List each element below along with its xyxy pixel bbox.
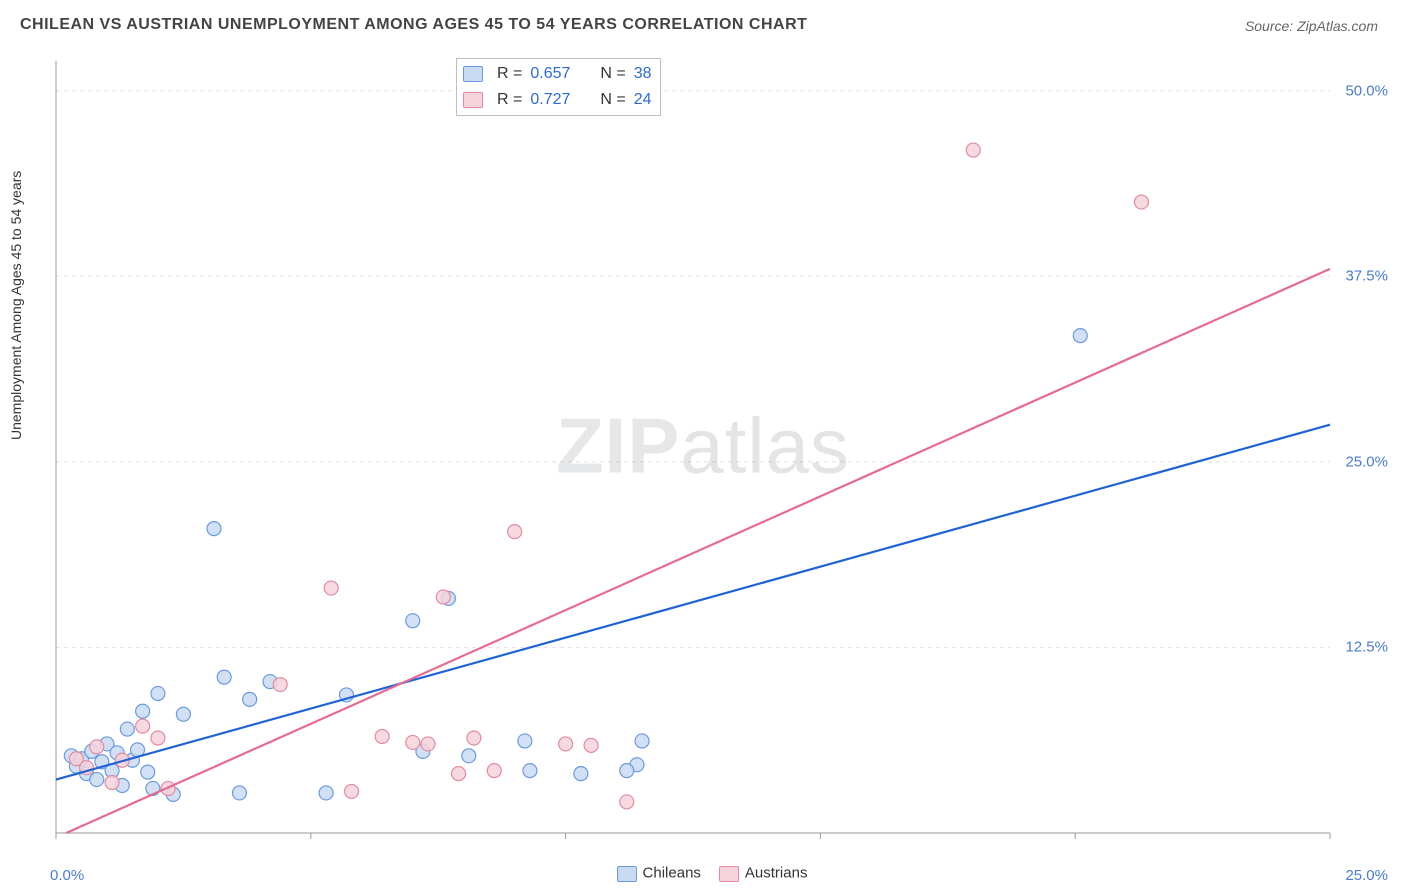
r-value: 0.727	[530, 87, 570, 113]
y-axis-label: Unemployment Among Ages 45 to 54 years	[8, 171, 24, 440]
chart-title: CHILEAN VS AUSTRIAN UNEMPLOYMENT AMONG A…	[20, 16, 807, 34]
source-prefix: Source:	[1245, 18, 1297, 34]
y-tick-label: 37.5%	[1345, 268, 1392, 285]
y-tick-label: 25.0%	[1345, 453, 1392, 470]
legend-swatch	[719, 866, 739, 882]
legend-swatch	[463, 66, 483, 82]
series-legend: Chileans Austrians	[0, 864, 1406, 882]
correlation-legend: R = 0.657 N = 38 R = 0.727 N = 24	[456, 58, 661, 116]
n-label: N =	[600, 87, 625, 113]
source-attribution: Source: ZipAtlas.com	[1245, 18, 1378, 34]
source-name: ZipAtlas.com	[1297, 18, 1378, 34]
y-tick-label: 50.0%	[1345, 82, 1392, 99]
r-label: R =	[497, 87, 522, 113]
legend-series-label: Austrians	[745, 865, 808, 882]
legend-swatch	[617, 866, 637, 882]
scatter-svg	[50, 55, 1390, 845]
r-value: 0.657	[530, 61, 570, 87]
legend-swatch	[463, 92, 483, 108]
n-value: 38	[634, 61, 652, 87]
chart-plot-area: 12.5% 25.0% 37.5% 50.0%	[50, 55, 1390, 845]
n-label: N =	[600, 61, 625, 87]
n-value: 24	[634, 87, 652, 113]
legend-series-label: Chileans	[643, 865, 701, 882]
y-tick-label: 12.5%	[1345, 639, 1392, 656]
correlation-legend-row: R = 0.657 N = 38	[463, 61, 652, 87]
r-label: R =	[497, 61, 522, 87]
correlation-legend-row: R = 0.727 N = 24	[463, 87, 652, 113]
